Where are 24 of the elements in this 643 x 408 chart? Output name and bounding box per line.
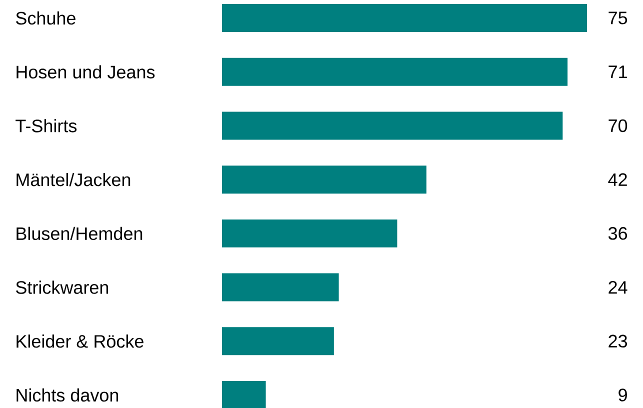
bar (222, 327, 334, 356)
y-tick-label: Blusen/Hemden (16, 226, 142, 240)
bar (222, 4, 587, 32)
y-tick-label: Schuhe (16, 11, 76, 25)
data-label: 75 (608, 12, 628, 24)
data-label: 70 (608, 119, 628, 132)
data-label: 42 (608, 173, 627, 186)
y-tick-label: T-Shirts (16, 119, 77, 132)
bar (222, 58, 568, 86)
y-tick-label: Nichts davon (16, 388, 118, 402)
bar (222, 166, 426, 194)
data-label: 36 (608, 227, 628, 240)
data-label: 9 (618, 388, 627, 402)
data-label: 24 (608, 281, 628, 294)
bar (222, 219, 398, 248)
data-label: 23 (608, 334, 628, 348)
bar (222, 381, 266, 408)
bar (222, 273, 339, 302)
y-tick-label: Mäntel/Jacken (16, 172, 130, 186)
y-tick-label: Kleider & Röcke (16, 334, 144, 348)
data-label: 71 (608, 66, 627, 78)
y-tick-label: Hosen und Jeans (16, 65, 155, 78)
y-tick-label: Strickwaren (16, 280, 108, 294)
bar (222, 112, 563, 140)
